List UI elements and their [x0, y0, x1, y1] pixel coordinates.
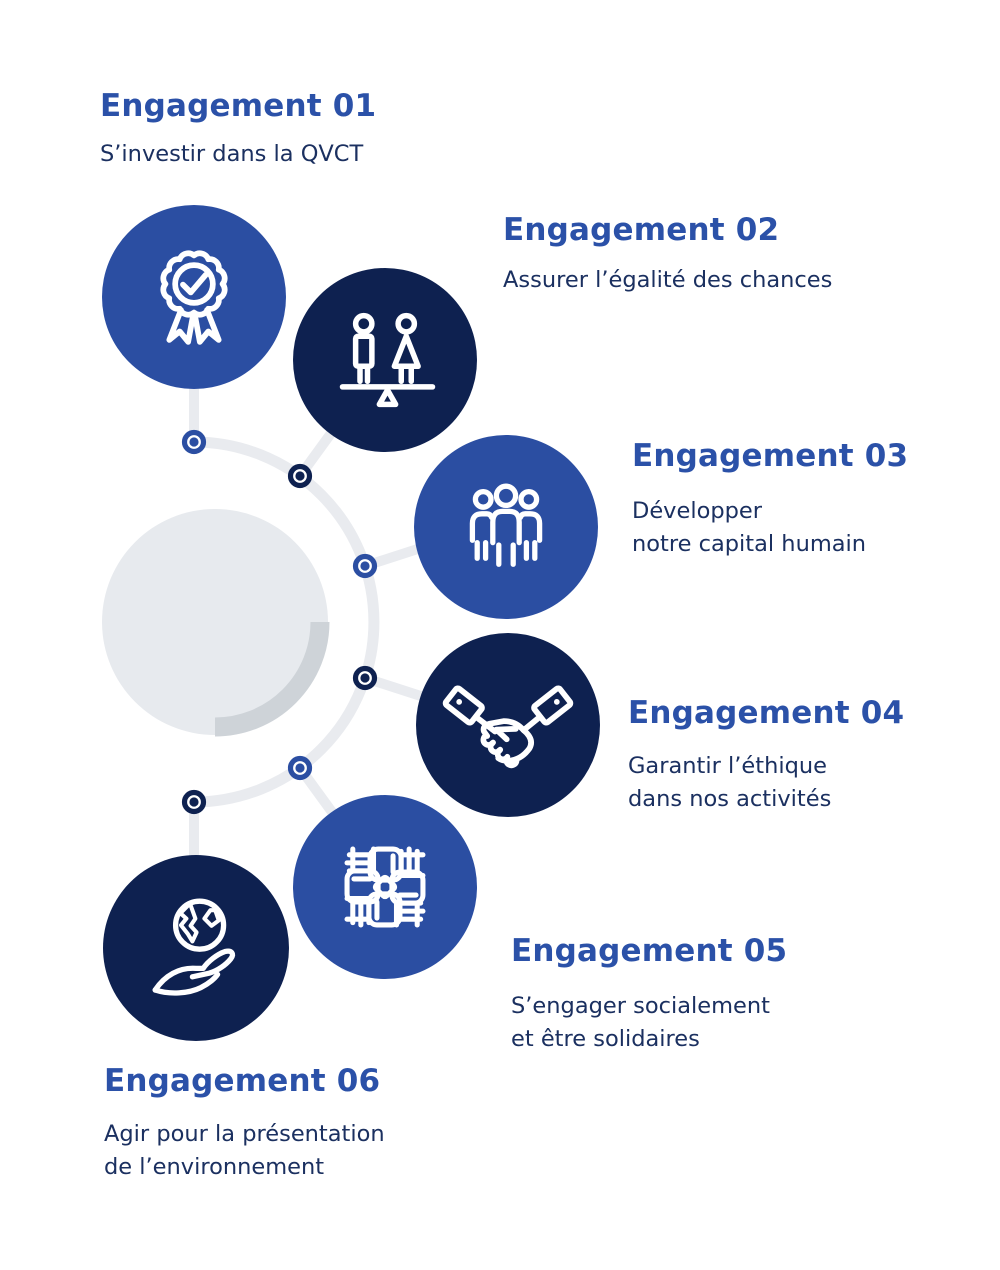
engagement-01-subtitle: S’investir dans la QVCT	[100, 138, 363, 171]
center-disc	[102, 509, 328, 735]
engagement-06-title: Engagement 06	[104, 1063, 381, 1099]
engagement-01-title: Engagement 01	[100, 88, 377, 124]
node-4	[352, 665, 378, 691]
engagement-02-title: Engagement 02	[503, 212, 780, 248]
award-ribbon-icon	[160, 250, 228, 345]
gender-balance-icon	[339, 312, 436, 408]
center-quarter-arc	[214, 621, 330, 737]
engagement-02-subtitle: Assurer l’égalité des chances	[503, 264, 832, 297]
engagement-02-circle	[293, 268, 477, 452]
engagement-04-circle	[416, 633, 600, 817]
node-dot	[295, 471, 305, 481]
subtitle-line: Agir pour la présentation	[104, 1121, 385, 1147]
engagement-05-circle	[293, 795, 477, 979]
node-dot	[189, 437, 199, 447]
track-arc	[193, 436, 380, 808]
engagement-05-title: Engagement 05	[511, 933, 788, 969]
subtitle-line: dans nos activités	[628, 786, 832, 812]
engagement-06: Engagement 06 Agir pour la présentation …	[104, 1063, 385, 1180]
handshake-icon	[442, 685, 574, 769]
engagement-03-subtitle: Développer notre capital humain	[632, 495, 866, 561]
node-5	[287, 755, 313, 781]
hand-holding-earth-icon	[152, 898, 236, 996]
engagement-04-title: Engagement 04	[628, 695, 905, 731]
node-dot	[295, 763, 305, 773]
cuff-dot	[456, 699, 463, 705]
engagement-02: Engagement 02 Assurer l’égalité des chan…	[503, 212, 832, 293]
engagement-05-subtitle: S’engager socialement et être solidaires	[511, 990, 770, 1056]
solidarity-hands-icon	[344, 846, 426, 928]
subtitle-line: de l’environnement	[104, 1154, 325, 1180]
engagement-01: Engagement 01 S’investir dans la QVCT	[100, 88, 377, 167]
engagement-04: Engagement 04 Garantir l’éthique dans no…	[628, 695, 905, 812]
node-dot	[360, 561, 370, 571]
node-dot	[189, 797, 199, 807]
node-3	[352, 553, 378, 579]
subtitle-line: S’investir dans la QVCT	[100, 141, 364, 167]
engagement-05: Engagement 05 S’engager socialement et ê…	[511, 933, 788, 1052]
engagement-03: Engagement 03 Développer notre capital h…	[632, 438, 909, 557]
subtitle-line: Développer	[632, 498, 763, 524]
subtitle-line: et être solidaires	[511, 1026, 700, 1052]
cuff-dot	[553, 699, 560, 705]
engagement-01-circle	[102, 205, 286, 389]
engagement-03-circle	[414, 435, 598, 619]
subtitle-line: Assurer l’égalité des chances	[503, 267, 833, 293]
node-1	[181, 429, 207, 455]
subtitle-line: S’engager socialement	[511, 993, 770, 1019]
subtitle-line: Garantir l’éthique	[628, 753, 827, 779]
hand-left	[344, 846, 381, 928]
node-dot	[360, 673, 370, 683]
team-people-icon	[469, 483, 543, 567]
node-2	[287, 463, 313, 489]
subtitle-line: notre capital humain	[632, 531, 867, 557]
engagement-06-subtitle: Agir pour la présentation de l’environne…	[104, 1118, 385, 1184]
engagement-03-title: Engagement 03	[632, 438, 909, 474]
engagement-04-subtitle: Garantir l’éthique dans nos activités	[628, 750, 831, 816]
node-6	[181, 789, 207, 815]
